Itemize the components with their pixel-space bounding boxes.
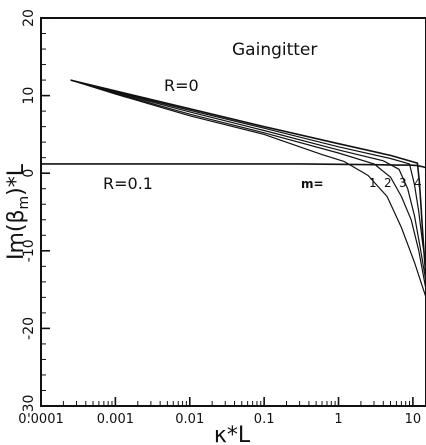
x-tick-label: 0.001	[97, 412, 134, 427]
series-line-1	[70, 79, 426, 279]
y-axis: 20 10 0 -10 -20 -30	[21, 9, 50, 417]
x-tick-label: 0.01	[175, 412, 204, 427]
x-tick-label: 0.1	[254, 412, 275, 427]
y-tick-label: -30	[21, 395, 37, 418]
mode-label-2: 2	[384, 176, 392, 190]
y-tick-label: -10	[21, 239, 37, 262]
r0-label: R=0	[164, 76, 199, 95]
series-line-3	[70, 79, 426, 282]
series-layer	[41, 79, 426, 298]
mode-label-3: 3	[399, 176, 407, 190]
series-line-2	[70, 79, 426, 267]
x-tick-label: 0.0001	[18, 412, 64, 427]
y-tick-label: 0	[21, 169, 37, 178]
x-tick-label: 10	[405, 412, 422, 427]
mode-label-4: 4	[414, 176, 422, 190]
y-tick-label: 20	[21, 9, 37, 27]
x-axis: 0.0001 0.001 0.01 0.1 1 10	[18, 397, 421, 427]
panel-label: Gaingitter	[232, 40, 317, 60]
r01-label: R=0.1	[103, 174, 153, 193]
m-label: m=	[301, 177, 324, 191]
y-tick-label: -20	[21, 317, 37, 340]
y-axis-label-main: Im(β	[4, 209, 29, 260]
y-tick-label: 10	[21, 87, 37, 105]
series-line-5	[70, 79, 426, 298]
plot-frame	[40, 17, 426, 407]
y-axis-label: Im(βm)*L	[4, 163, 32, 260]
mode-label-1: 1	[369, 176, 377, 190]
y-axis-label-tail: )*L	[4, 163, 29, 196]
x-axis-label: κ*L	[214, 423, 251, 445]
y-axis-label-sub: m	[16, 196, 32, 210]
series-line-6	[41, 163, 426, 169]
x-tick-label: 1	[334, 412, 342, 427]
